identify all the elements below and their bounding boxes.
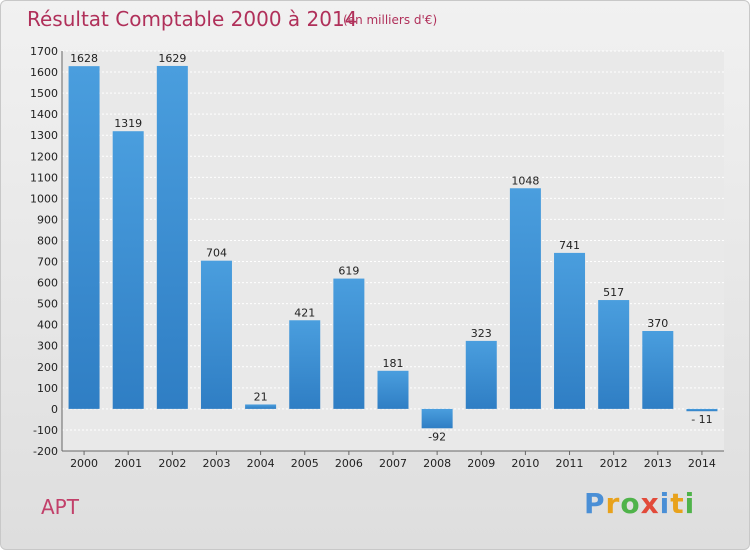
x-tick-label: 2005	[291, 457, 319, 470]
x-tick-label: 2002	[158, 457, 186, 470]
x-tick-label: 2009	[467, 457, 495, 470]
data-label: - 11	[691, 413, 712, 426]
bar	[245, 404, 277, 409]
bar	[554, 252, 586, 409]
bar	[509, 188, 541, 409]
logo-letter: t	[670, 487, 685, 520]
y-tick-label: 200	[37, 361, 58, 374]
x-tick-label: 2012	[600, 457, 628, 470]
data-label: 370	[647, 317, 668, 330]
bar	[68, 66, 100, 409]
x-tick-label: 2000	[70, 457, 98, 470]
x-tick-label: 2008	[423, 457, 451, 470]
logo-letter: o	[620, 487, 641, 520]
chart-subtitle: (en milliers d'€)	[343, 13, 438, 27]
bar	[465, 340, 497, 409]
data-label: 619	[338, 265, 359, 278]
y-tick-label: 100	[37, 382, 58, 395]
logo-letter: x	[640, 487, 660, 520]
data-label: 1319	[114, 117, 142, 130]
bar	[112, 131, 144, 409]
x-tick-label: 2001	[114, 457, 142, 470]
y-tick-label: 0	[51, 403, 58, 416]
data-label: -92	[428, 430, 446, 443]
y-tick-label: 500	[37, 298, 58, 311]
commune-name: APT	[41, 495, 79, 519]
x-tick-label: 2006	[335, 457, 363, 470]
y-tick-label: 600	[37, 277, 58, 290]
proxiti-logo: Proxiti	[584, 487, 695, 520]
data-label: 21	[254, 390, 268, 403]
data-label: 704	[206, 247, 227, 260]
y-tick-label: 900	[37, 213, 58, 226]
logo-letter: i	[684, 487, 696, 520]
x-tick-label: 2011	[556, 457, 584, 470]
bar	[421, 408, 453, 429]
data-label: 181	[383, 357, 404, 370]
bar	[686, 408, 718, 412]
data-label: 741	[559, 239, 580, 252]
y-tick-label: 1600	[30, 66, 58, 79]
y-tick-label: 300	[37, 340, 58, 353]
x-tick-label: 2003	[202, 457, 230, 470]
x-tick-label: 2004	[247, 457, 275, 470]
bar	[598, 300, 630, 409]
y-tick-label: 1100	[30, 171, 58, 184]
data-label: 421	[294, 306, 315, 319]
logo-letter: r	[605, 487, 621, 520]
chart-title: Résultat Comptable 2000 à 2014	[27, 7, 358, 31]
bar	[333, 278, 365, 409]
data-label: 517	[603, 286, 624, 299]
bar	[156, 65, 188, 409]
data-label: 1629	[158, 52, 186, 65]
logo-letter: i	[659, 487, 671, 520]
bar	[200, 260, 232, 409]
y-tick-label: 700	[37, 256, 58, 269]
x-tick-label: 2014	[688, 457, 716, 470]
y-tick-label: 1400	[30, 108, 58, 121]
x-tick-label: 2010	[511, 457, 539, 470]
data-label: 1048	[511, 174, 539, 187]
bar	[289, 320, 321, 409]
y-tick-label: 1500	[30, 87, 58, 100]
bar	[377, 370, 409, 409]
y-tick-label: 1200	[30, 150, 58, 163]
x-tick-label: 2013	[644, 457, 672, 470]
y-tick-label: 1700	[30, 45, 58, 58]
data-label: 323	[471, 327, 492, 340]
y-tick-label: -200	[33, 445, 58, 458]
y-tick-label: 800	[37, 234, 58, 247]
x-tick-label: 2007	[379, 457, 407, 470]
data-label: 1628	[70, 52, 98, 65]
bar	[642, 331, 674, 409]
y-tick-label: 1300	[30, 129, 58, 142]
y-tick-label: 1000	[30, 192, 58, 205]
y-tick-label: -100	[33, 424, 58, 437]
logo-letter: P	[584, 487, 606, 520]
y-tick-label: 400	[37, 319, 58, 332]
